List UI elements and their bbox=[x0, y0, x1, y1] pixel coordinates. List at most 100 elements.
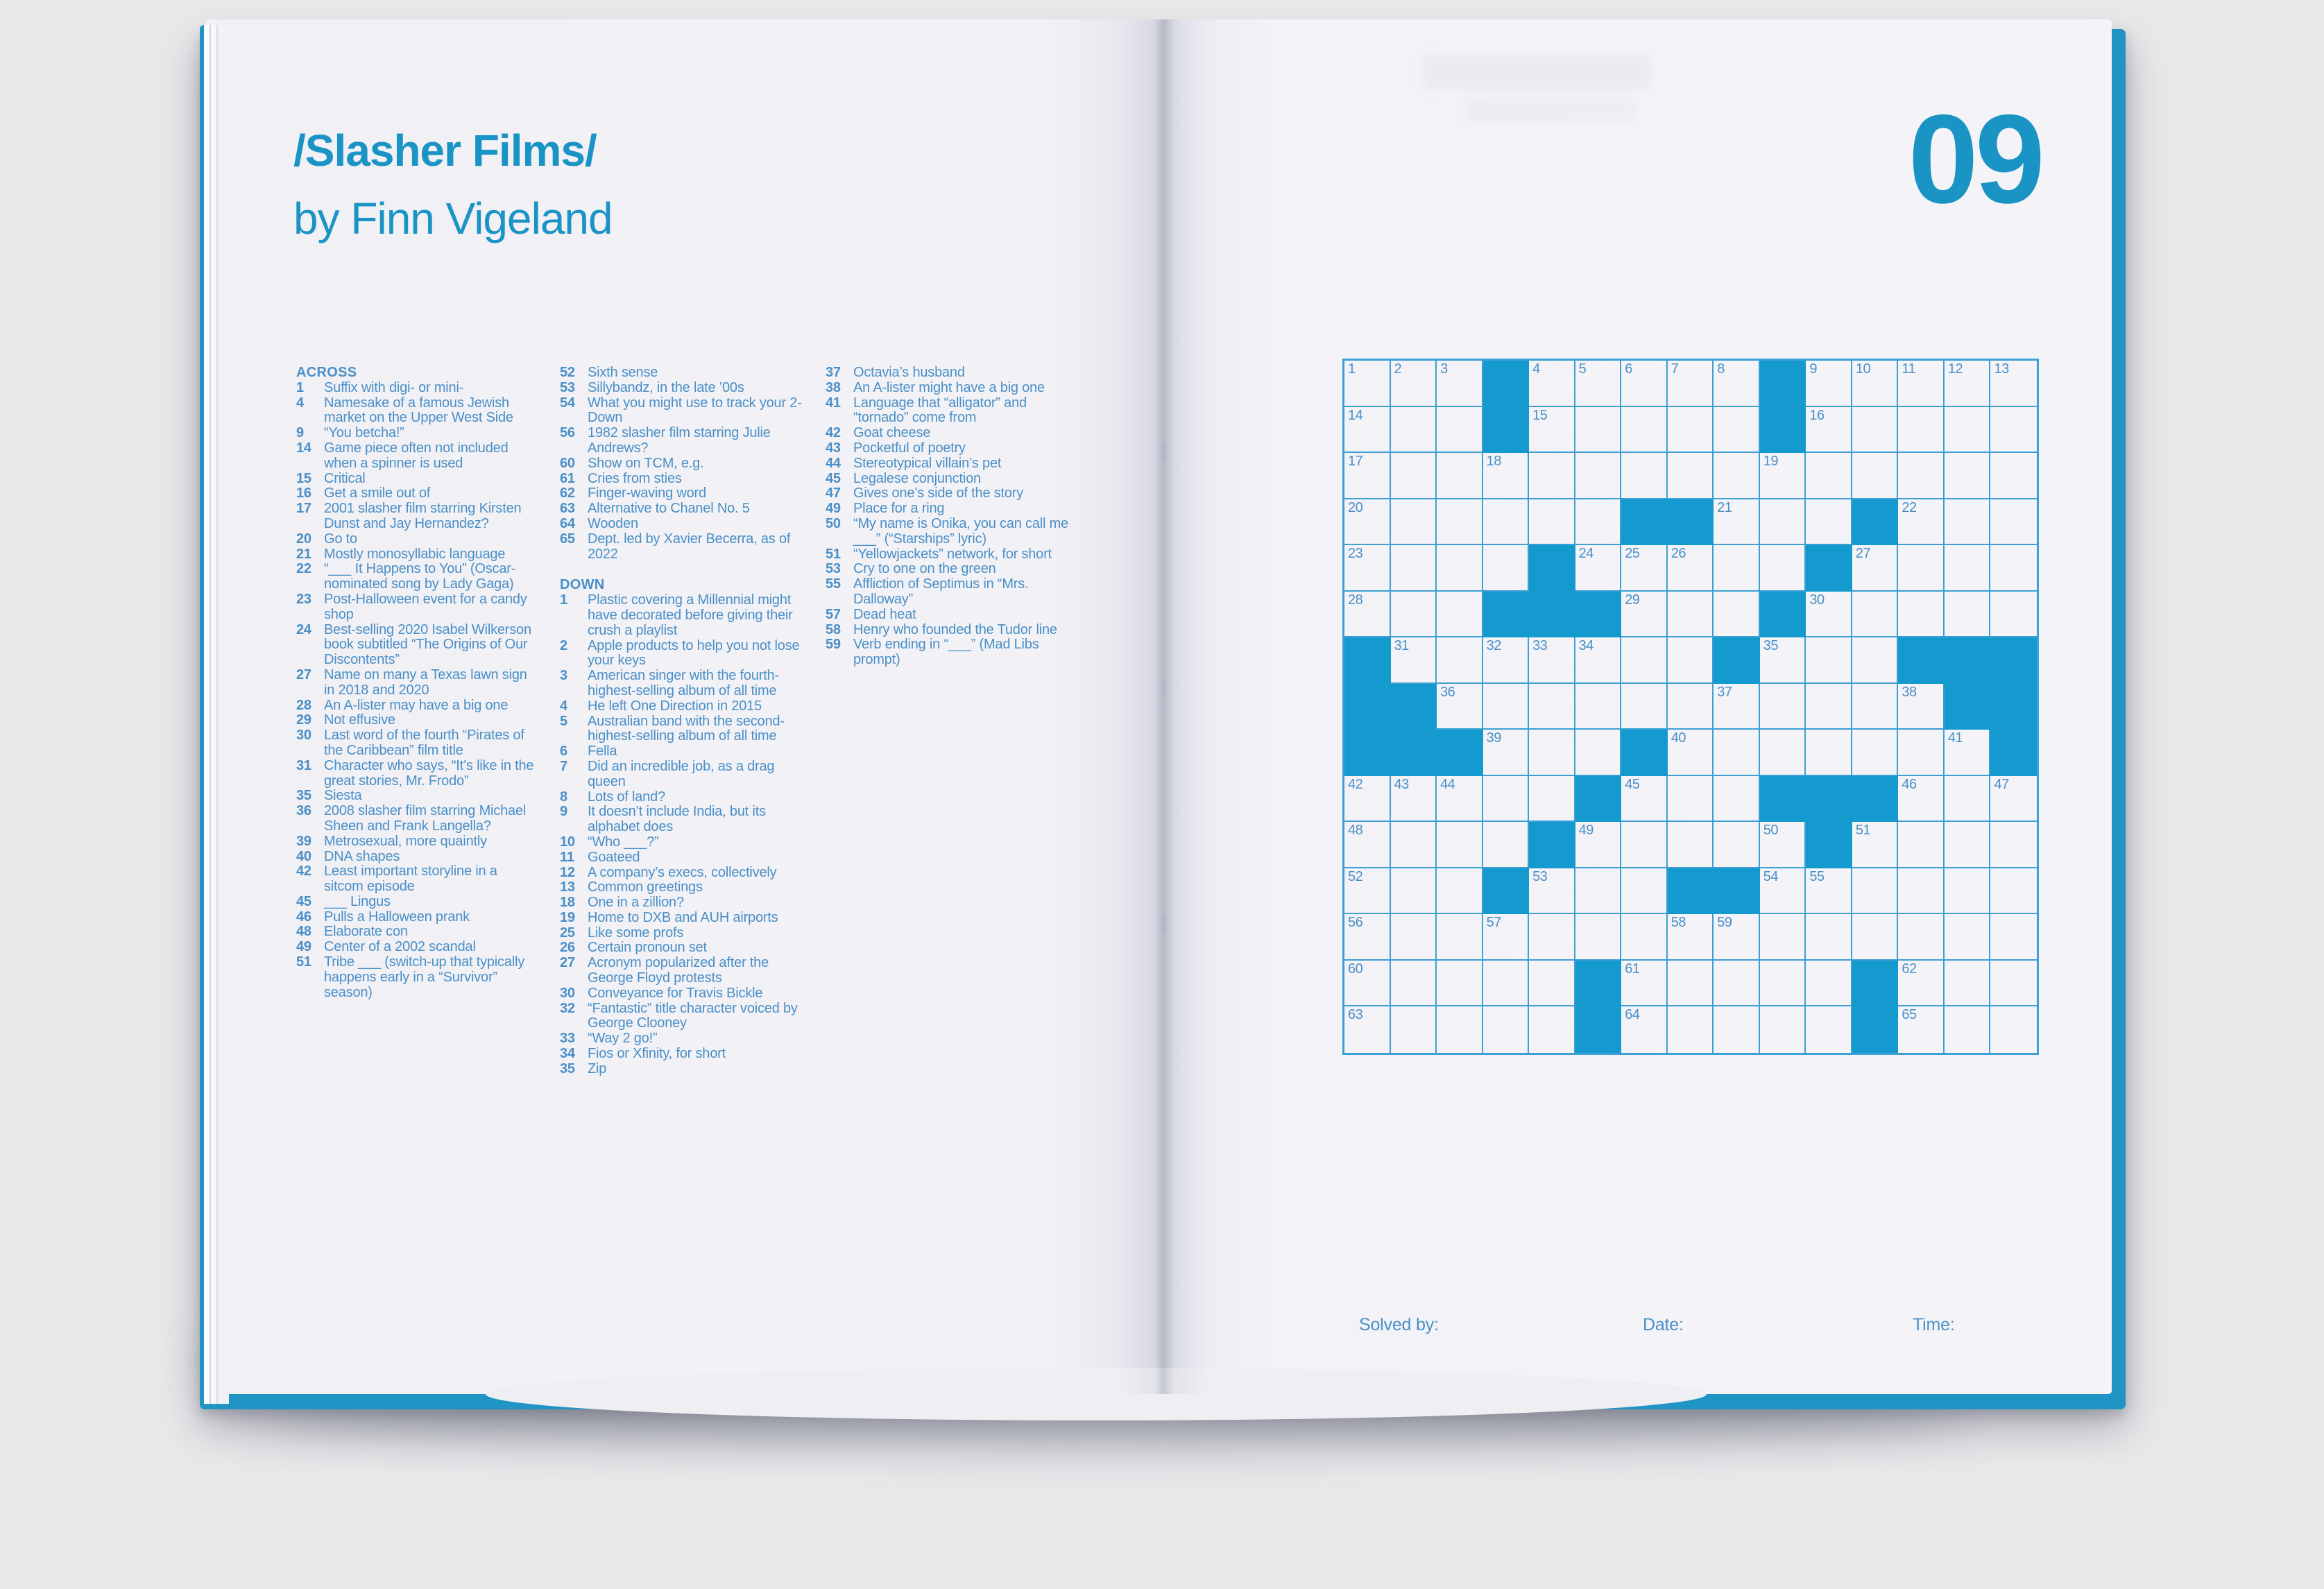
clue-number: 4 bbox=[560, 698, 567, 714]
grid-cell bbox=[1667, 683, 1714, 730]
clue-text: Legalese conjunction bbox=[853, 470, 981, 486]
grid-cell bbox=[1990, 822, 2037, 868]
grid-cell-number: 39 bbox=[1486, 730, 1502, 746]
grid-cell: 43 bbox=[1390, 775, 1437, 823]
grid-cell: 3 bbox=[1437, 361, 1483, 407]
clue-text: Common greetings bbox=[588, 879, 703, 895]
grid-cell bbox=[1621, 683, 1668, 730]
grid-cell bbox=[1390, 591, 1437, 638]
grid-cell bbox=[1529, 730, 1575, 776]
grid-cell bbox=[1806, 637, 1852, 684]
clue-text: Mostly monosyllabic language bbox=[324, 546, 506, 562]
clue-item: 17 2001 slasher film starring Kirsten Dun… bbox=[296, 501, 539, 532]
grid-cell bbox=[1760, 1006, 1806, 1053]
clue-text: Certain pronoun set bbox=[588, 940, 707, 956]
grid-cell: 30 bbox=[1806, 591, 1852, 638]
clue-text: Not effusive bbox=[324, 712, 395, 728]
grid-cell bbox=[1759, 730, 1806, 776]
grid-cell-number: 50 bbox=[1763, 823, 1779, 839]
grid-cell-number: 35 bbox=[1763, 638, 1779, 654]
clue-number: 47 bbox=[826, 486, 841, 501]
grid-cell bbox=[1575, 914, 1622, 961]
clue-text: Fios or Xfinity, for short bbox=[588, 1046, 726, 1062]
clue-number: 45 bbox=[296, 893, 311, 909]
grid-cell-number: 9 bbox=[1809, 361, 1817, 377]
grid-block-cell bbox=[1667, 868, 1714, 915]
grid-cell: 60 bbox=[1344, 960, 1391, 1007]
clue-text: Name on many a Texas lawn sign in 2018 a… bbox=[324, 667, 527, 698]
clue-number: 26 bbox=[560, 940, 575, 956]
grid-cell-number: 15 bbox=[1532, 407, 1548, 423]
grid-cell: 56 bbox=[1344, 914, 1391, 961]
clue-number: 16 bbox=[296, 486, 311, 501]
clue-item: 56 1982 slasher film starring Julie Andre… bbox=[560, 425, 803, 456]
clue-number: 63 bbox=[560, 501, 575, 517]
clue-text: “Yellowjackets” network, for short bbox=[853, 546, 1052, 562]
clue-item: 63 Alternative to Chanel No. 5 bbox=[560, 501, 803, 517]
grid-block-cell bbox=[1944, 683, 1991, 730]
grid-cell: 8 bbox=[1714, 361, 1760, 407]
grid-cell: 61 bbox=[1621, 960, 1668, 1007]
grid-block-cell bbox=[1759, 775, 1806, 823]
clue-item: 26 Certain pronoun set bbox=[560, 940, 803, 956]
clue-item: 65 Dept. led by Xavier Becerra, as of 202… bbox=[560, 531, 803, 562]
clue-item: 46 Pulls a Halloween prank bbox=[296, 909, 539, 925]
clue-column-3: 37 Octavia’s husband 38 An A-lister might h… bbox=[826, 365, 1068, 668]
grid-cell-number: 51 bbox=[1855, 823, 1871, 839]
grid-cell-number: 20 bbox=[1348, 499, 1363, 515]
grid-cell-number: 4 bbox=[1532, 361, 1540, 377]
grid-cell-number: 2 bbox=[1394, 361, 1402, 377]
clue-item: 30 Conveyance for Travis Bickle bbox=[560, 986, 803, 1002]
clue-item: 42 Goat cheese bbox=[826, 425, 1068, 441]
clue-text: Siesta bbox=[324, 788, 362, 804]
grid-cell: 52 bbox=[1344, 868, 1391, 915]
grid-cell bbox=[1806, 499, 1852, 546]
clue-text: “Who ___?” bbox=[588, 834, 659, 850]
grid-cell-number: 48 bbox=[1348, 823, 1363, 839]
clue-number: 25 bbox=[560, 925, 575, 940]
clue-text: Last word of the fourth “Pirates of the … bbox=[324, 728, 524, 758]
clue-text: “___ It Happens to You” (Oscar-nominated… bbox=[324, 561, 516, 592]
clue-text: Go to bbox=[324, 531, 357, 547]
clue-number: 23 bbox=[296, 591, 311, 607]
clue-number: 31 bbox=[296, 757, 311, 773]
across-clue-list: 1 Suffix with digi- or mini- 4 Namesake of … bbox=[296, 380, 539, 1001]
clue-number: 27 bbox=[560, 955, 575, 971]
grid-cell bbox=[1714, 406, 1760, 454]
grid-cell: 45 bbox=[1621, 775, 1668, 823]
clue-item: 5 Australian band with the second-highest… bbox=[560, 714, 803, 745]
time-label: Time: bbox=[1913, 1315, 1955, 1334]
down-clue-list: 37 Octavia’s husband 38 An A-lister might h… bbox=[826, 365, 1068, 668]
grid-cell-number: 47 bbox=[1994, 776, 2009, 792]
grid-cell bbox=[1529, 683, 1575, 730]
clue-number: 49 bbox=[826, 501, 841, 517]
grid-cell bbox=[1390, 914, 1437, 961]
clue-item: 2 Apple products to help you not lose you… bbox=[560, 638, 803, 669]
grid-cell-number: 55 bbox=[1809, 868, 1825, 884]
grid-cell: 12 bbox=[1944, 361, 1991, 407]
grid-cell-number: 6 bbox=[1625, 361, 1632, 377]
grid-cell-number: 23 bbox=[1348, 546, 1363, 562]
clue-text: Place for a ring bbox=[853, 501, 945, 517]
grid-cell: 47 bbox=[1990, 776, 2037, 823]
clue-item: 42 Least important storyline in a sitcom … bbox=[296, 864, 539, 895]
puzzle-author: by Finn Vigeland bbox=[293, 194, 613, 243]
clue-text: 2008 slasher film starring Michael Sheen… bbox=[324, 803, 527, 834]
grid-cell: 46 bbox=[1898, 775, 1945, 823]
grid-cell: 17 bbox=[1344, 453, 1391, 499]
grid-cell: 27 bbox=[1852, 545, 1899, 592]
grid-cell-number: 13 bbox=[1994, 361, 2009, 377]
clue-item: 33 “Way 2 go!” bbox=[560, 1031, 803, 1047]
grid-cell-number: 19 bbox=[1763, 454, 1779, 470]
clue-text: Show on TCM, e.g. bbox=[588, 455, 704, 471]
clue-text: Metrosexual, more quaintly bbox=[324, 833, 487, 849]
grid-cell bbox=[1852, 914, 1899, 961]
clue-text: Sixth sense bbox=[588, 365, 658, 380]
binding-stitch bbox=[1161, 680, 1165, 696]
clue-text: Cries from sties bbox=[588, 470, 682, 486]
grid-cell bbox=[1667, 822, 1714, 868]
grid-cell bbox=[1714, 1006, 1760, 1053]
grid-cell bbox=[1390, 545, 1437, 592]
grid-cell bbox=[1621, 406, 1668, 454]
clue-text: An A-lister might have a big one bbox=[853, 379, 1045, 395]
